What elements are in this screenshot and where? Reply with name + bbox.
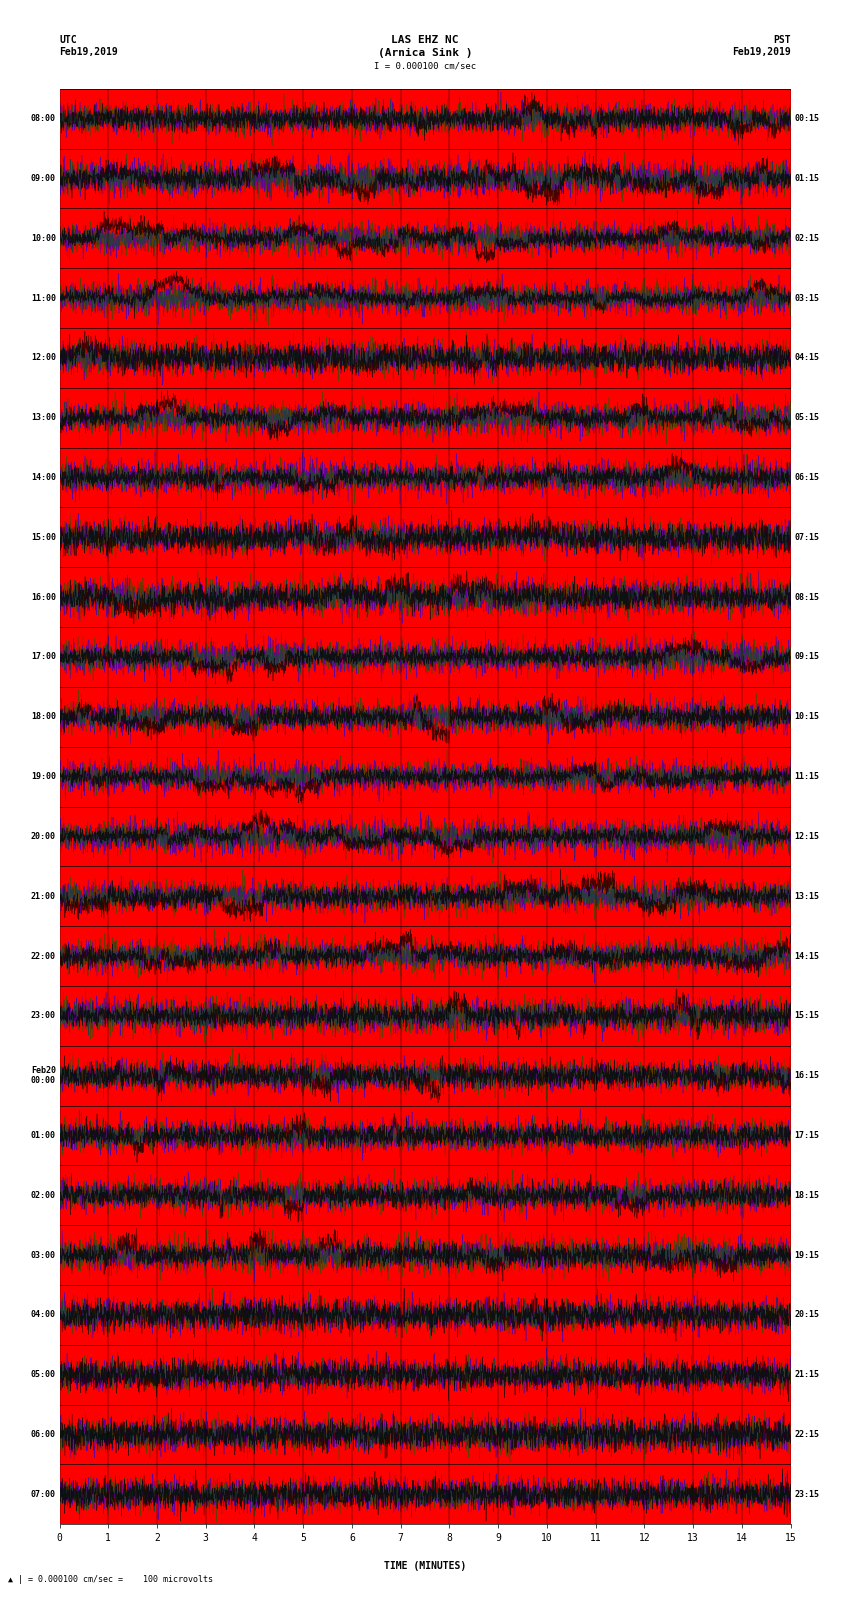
Text: 10:00: 10:00 [31,234,56,242]
Text: 12:15: 12:15 [794,832,819,840]
Text: 14:00: 14:00 [31,473,56,482]
Text: 09:15: 09:15 [794,653,819,661]
Text: 05:00: 05:00 [31,1371,56,1379]
Text: Feb19,2019: Feb19,2019 [732,47,791,56]
Text: 20:15: 20:15 [794,1310,819,1319]
Text: 20:00: 20:00 [31,832,56,840]
Text: 02:15: 02:15 [794,234,819,242]
Text: ▲ | = 0.000100 cm/sec =    100 microvolts: ▲ | = 0.000100 cm/sec = 100 microvolts [8,1574,213,1584]
Text: 00:15: 00:15 [794,115,819,123]
Text: 17:15: 17:15 [794,1131,819,1140]
Text: 22:00: 22:00 [31,952,56,960]
Text: 09:00: 09:00 [31,174,56,182]
Text: 16:00: 16:00 [31,592,56,602]
Text: 23:00: 23:00 [31,1011,56,1021]
Text: 17:00: 17:00 [31,653,56,661]
Text: 19:00: 19:00 [31,773,56,781]
Text: 21:15: 21:15 [794,1371,819,1379]
Text: 04:15: 04:15 [794,353,819,363]
Text: 06:15: 06:15 [794,473,819,482]
Text: (Arnica Sink ): (Arnica Sink ) [377,48,473,58]
Text: LAS EHZ NC: LAS EHZ NC [391,35,459,45]
Text: Feb20
00:00: Feb20 00:00 [31,1066,56,1086]
Text: 06:00: 06:00 [31,1431,56,1439]
Text: 01:15: 01:15 [794,174,819,182]
Text: 04:00: 04:00 [31,1310,56,1319]
Text: 03:15: 03:15 [794,294,819,303]
Text: 16:15: 16:15 [794,1071,819,1081]
Text: I = 0.000100 cm/sec: I = 0.000100 cm/sec [374,61,476,71]
Text: 07:00: 07:00 [31,1490,56,1498]
Text: 14:15: 14:15 [794,952,819,960]
Text: Feb19,2019: Feb19,2019 [60,47,118,56]
Text: 13:15: 13:15 [794,892,819,900]
Text: 05:15: 05:15 [794,413,819,423]
Text: 02:00: 02:00 [31,1190,56,1200]
Text: UTC: UTC [60,35,77,45]
Text: 01:00: 01:00 [31,1131,56,1140]
Text: 12:00: 12:00 [31,353,56,363]
Text: 11:15: 11:15 [794,773,819,781]
Text: 13:00: 13:00 [31,413,56,423]
Text: 11:00: 11:00 [31,294,56,303]
Text: 15:15: 15:15 [794,1011,819,1021]
Text: 10:15: 10:15 [794,713,819,721]
Text: 15:00: 15:00 [31,532,56,542]
Text: 03:00: 03:00 [31,1250,56,1260]
Text: 19:15: 19:15 [794,1250,819,1260]
Text: 18:00: 18:00 [31,713,56,721]
Text: 23:15: 23:15 [794,1490,819,1498]
Text: 07:15: 07:15 [794,532,819,542]
Text: PST: PST [773,35,790,45]
Text: 21:00: 21:00 [31,892,56,900]
Text: 22:15: 22:15 [794,1431,819,1439]
Text: 18:15: 18:15 [794,1190,819,1200]
Text: 08:15: 08:15 [794,592,819,602]
Text: 08:00: 08:00 [31,115,56,123]
Text: TIME (MINUTES): TIME (MINUTES) [384,1561,466,1571]
